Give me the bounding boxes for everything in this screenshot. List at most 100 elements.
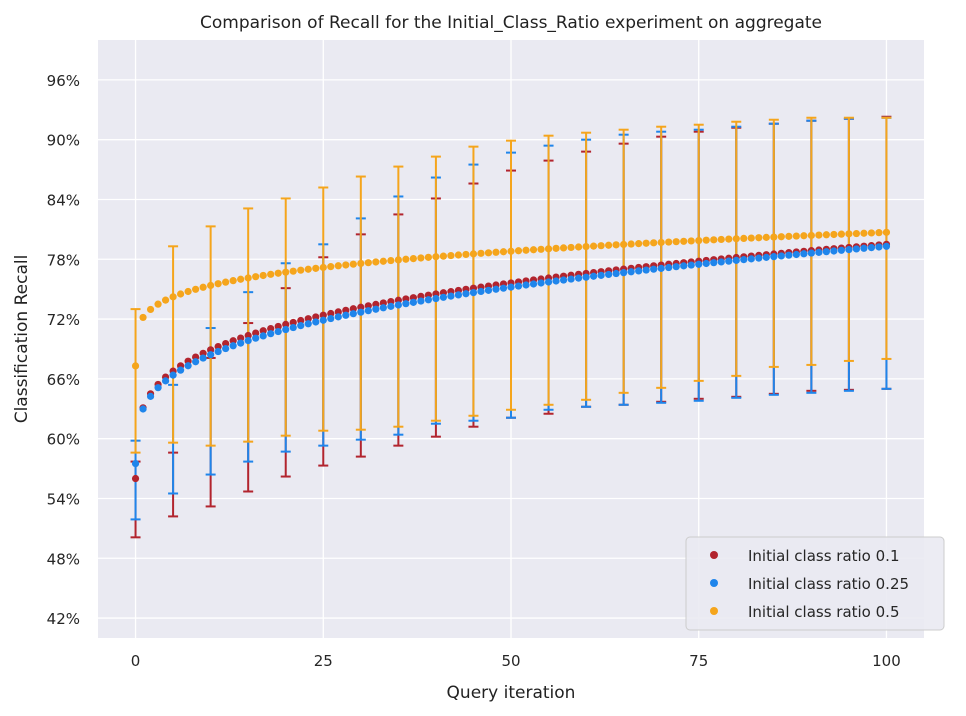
data-point (725, 235, 733, 243)
y-tick-label: 90% (47, 132, 80, 150)
data-point (567, 275, 575, 283)
data-point (522, 281, 530, 289)
data-point (252, 329, 260, 337)
data-point (161, 377, 170, 385)
data-point (394, 301, 402, 309)
data-point (214, 347, 222, 356)
data-point (559, 276, 568, 284)
data-point (229, 277, 237, 285)
data-point (177, 290, 185, 298)
data-point (312, 313, 320, 321)
y-tick-label: 48% (47, 550, 80, 568)
data-point (822, 248, 830, 256)
data-point (222, 278, 230, 286)
data-point (289, 318, 297, 327)
data-point (334, 308, 342, 316)
data-point (439, 252, 448, 260)
data-point (267, 324, 275, 333)
data-point (327, 309, 335, 318)
data-point (184, 362, 192, 370)
data-point (695, 236, 703, 245)
data-point (364, 307, 372, 315)
data-point (349, 310, 357, 318)
data-point (845, 246, 853, 254)
data-point (529, 246, 538, 254)
data-point (259, 332, 267, 340)
data-point (702, 236, 710, 244)
tick-labels: 0 25 50 75 100 42% 48% 54% 60% 66% 72% 78% 84% 90% 96% (47, 72, 901, 670)
data-point (755, 254, 763, 262)
data-point (169, 371, 177, 379)
data-point (214, 280, 222, 288)
data-point (867, 244, 876, 252)
data-point (297, 322, 305, 330)
data-point (199, 283, 207, 291)
data-point (544, 278, 553, 286)
data-point (334, 313, 342, 321)
data-point (154, 300, 162, 308)
data-point (657, 264, 665, 272)
data-point (860, 229, 868, 237)
data-point (747, 255, 755, 263)
data-point (229, 342, 237, 350)
data-point (837, 246, 846, 254)
data-point (650, 239, 658, 247)
data-point (237, 275, 245, 283)
data-point (424, 296, 432, 304)
data-point (800, 250, 808, 258)
data-point (342, 261, 350, 269)
data-point (635, 267, 643, 275)
data-point (702, 259, 710, 268)
data-point (387, 302, 395, 310)
data-point (267, 270, 275, 278)
data-point (379, 304, 387, 312)
x-tick-label: 100 (872, 652, 901, 670)
data-point (574, 243, 583, 251)
data-point (537, 245, 545, 253)
data-point (552, 244, 560, 252)
data-point (537, 279, 545, 287)
data-point (409, 254, 417, 263)
data-point (184, 287, 192, 296)
data-point (740, 234, 748, 243)
y-tick-label: 60% (47, 431, 80, 449)
data-point (747, 234, 755, 242)
data-point (409, 298, 417, 306)
data-point (635, 240, 643, 248)
data-point (357, 308, 365, 316)
data-point (770, 253, 778, 261)
data-point (131, 362, 140, 370)
data-point (612, 241, 620, 249)
data-point (499, 284, 508, 292)
data-point (207, 281, 215, 290)
data-point (364, 259, 372, 267)
data-point (349, 305, 357, 313)
data-point (274, 322, 282, 331)
data-point (349, 260, 357, 268)
data-point (785, 232, 793, 240)
data-point (507, 283, 515, 291)
legend: Initial class ratio 0.1 Initial class rat… (685, 536, 945, 631)
legend-label: Initial class ratio 0.5 (748, 603, 900, 621)
data-point (830, 230, 838, 239)
data-point (807, 231, 815, 240)
data-point (620, 269, 628, 277)
data-point (282, 325, 290, 334)
data-point (394, 256, 402, 264)
data-point (357, 259, 365, 268)
data-point (192, 358, 200, 366)
data-point (740, 256, 748, 264)
data-point (755, 234, 763, 242)
data-point (650, 265, 658, 273)
data-point (590, 272, 598, 280)
data-point (146, 305, 155, 314)
data-point (672, 263, 680, 271)
data-point (462, 290, 470, 298)
data-point (665, 238, 673, 246)
data-point (845, 230, 853, 238)
data-point (327, 314, 335, 323)
data-point (484, 249, 493, 257)
data-point (597, 242, 605, 250)
data-point (582, 273, 590, 281)
